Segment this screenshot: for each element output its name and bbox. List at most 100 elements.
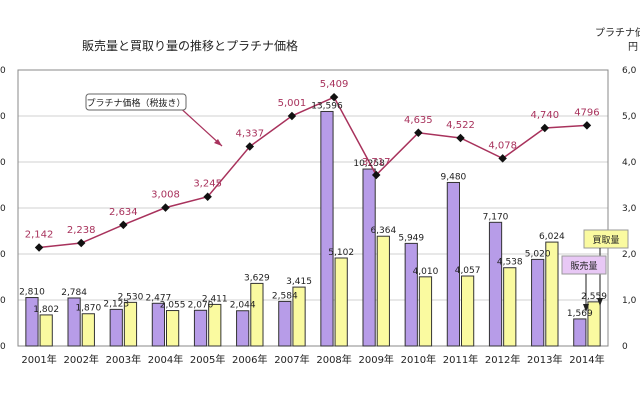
purchase-bar	[208, 303, 222, 347]
price-point	[414, 128, 423, 138]
sales-bar	[320, 110, 334, 347]
right-axis-tick-label: 4,0	[622, 158, 637, 168]
sales-bar	[488, 221, 503, 347]
price-callout: プラチナ価格（税抜き）	[85, 93, 223, 147]
sales-bar	[362, 168, 376, 347]
sales-callout-text: 販売量	[570, 260, 597, 272]
sales-bar	[236, 310, 250, 347]
x-axis-tick-label: 2001年	[21, 353, 56, 366]
price-value-label: 2,238	[67, 225, 96, 236]
purchase-value-label: 2,055	[160, 301, 186, 311]
price-value-label: 4,337	[235, 128, 264, 139]
price-value-label: 5,409	[320, 79, 349, 90]
x-axis-tick-label: 2004年	[148, 353, 183, 366]
sales-value-label: 2,584	[272, 291, 298, 301]
sales-callout: 販売量	[561, 255, 607, 312]
left-axis-tick-label: 0	[0, 296, 6, 306]
left-axis-tick-label: 0	[0, 158, 6, 168]
price-point	[329, 92, 339, 102]
chart-title: 販売量と買取り量の推移とプラチナ価格	[82, 38, 298, 53]
sales-value-label: 5,949	[398, 233, 424, 243]
price-point	[456, 133, 465, 143]
purchase-bar	[334, 257, 348, 347]
price-value-label: 4,078	[488, 140, 517, 151]
sales-bar	[446, 181, 460, 347]
purchase-callout-text: 買取量	[592, 235, 619, 246]
sales-value-label: 2,070	[188, 300, 214, 310]
price-point	[34, 243, 44, 252]
purchase-bar	[39, 314, 53, 347]
purchase-value-label: 4,057	[455, 266, 481, 276]
price-value-label: 2,634	[109, 207, 138, 218]
purchase-value-label: 6,364	[370, 226, 396, 236]
purchase-value-label: 2,559	[581, 292, 607, 302]
x-axis-tick-label: 2011年	[443, 353, 478, 366]
sales-value-label: 5,020	[525, 249, 551, 259]
right-axis-tick-label: 6,0	[622, 66, 637, 76]
x-axis-tick-label: 2013年	[527, 353, 562, 366]
purchase-bar	[123, 301, 138, 347]
left-axis-tick-label: 0	[0, 66, 6, 76]
sales-bar	[404, 242, 418, 347]
price-callout-text: プラチナ価格（税抜き）	[86, 97, 185, 109]
sales-bar	[67, 297, 81, 347]
purchase-value-label: 2,411	[202, 294, 228, 304]
left-axis-tick-label: 0	[0, 342, 6, 352]
price-callout-arrowhead	[214, 139, 222, 146]
sales-value-label: 9,480	[441, 172, 467, 182]
right-axis-tick-label: 3,0	[622, 204, 637, 214]
price-value-label: 4,635	[404, 115, 433, 126]
purchase-bar	[376, 235, 390, 347]
price-value-label: 3,717	[362, 157, 391, 168]
price-point	[203, 192, 212, 201]
right-axis-tick-label: 0	[622, 342, 628, 352]
right-axis-tick-label: 5,0	[622, 112, 637, 122]
right-axis-tick-label: 1,0	[622, 296, 637, 306]
sales-callout-box	[561, 255, 607, 275]
price-point	[498, 154, 507, 163]
sales-value-label: 1,569	[567, 309, 593, 319]
sales-bar	[278, 300, 292, 347]
x-axis-tick-label: 2005年	[190, 353, 225, 366]
price-callout-arrow	[175, 103, 223, 147]
purchase-bar	[503, 267, 517, 347]
purchase-bar	[81, 313, 95, 347]
x-axis-tick-label: 2012年	[485, 353, 520, 366]
x-axis-tick-label: 2006年	[232, 353, 267, 366]
x-axis-tick-label: 2009年	[358, 353, 393, 366]
sales-value-label: 10,258	[353, 159, 385, 169]
purchase-value-label: 4,010	[413, 267, 439, 277]
purchase-value-label: 6,024	[539, 232, 565, 242]
price-value-label: 3,008	[151, 190, 180, 201]
left-axis-tick-label: 0	[0, 250, 6, 260]
right-axis-tick-label: 2,0	[622, 250, 637, 260]
sales-bar	[109, 308, 123, 347]
price-value-label: 4796	[574, 107, 599, 118]
purchase-value-label: 2,530	[118, 292, 144, 302]
sales-bar	[531, 258, 545, 347]
purchase-bar	[545, 241, 559, 347]
purchase-bar	[587, 301, 601, 347]
price-line-series	[34, 92, 592, 252]
sales-value-label: 2,784	[61, 288, 87, 298]
price-value-label: 5,001	[278, 98, 307, 109]
purchase-value-label: 3,415	[286, 277, 312, 287]
left-axis-tick-label: 0	[0, 112, 6, 122]
purchase-bar	[461, 275, 475, 347]
x-axis-tick-label: 2007年	[274, 353, 309, 366]
sales-bar	[573, 318, 587, 347]
bar-series	[25, 110, 601, 347]
purchase-value-label: 1,802	[33, 305, 59, 315]
price-value-label: 3,245	[193, 179, 222, 190]
gridlines	[18, 115, 608, 301]
sales-value-label: 2,044	[230, 301, 256, 311]
x-axis-tick-label: 2010年	[401, 353, 436, 366]
sales-value-label: 2,123	[103, 299, 129, 309]
sales-value-label: 13,596	[311, 101, 343, 111]
price-value-label: 4,740	[530, 110, 559, 121]
price-point	[287, 111, 297, 121]
price-point	[582, 121, 592, 130]
